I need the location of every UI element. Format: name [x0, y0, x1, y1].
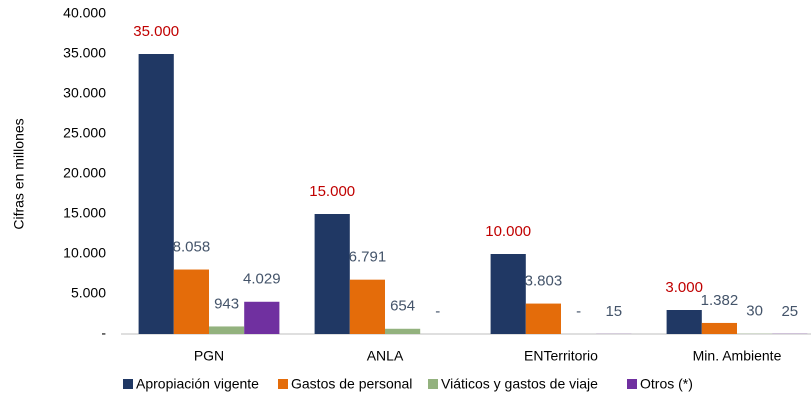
bar: [490, 254, 526, 334]
legend-label: Gastos de personal: [291, 376, 412, 392]
legend-swatch: [278, 379, 288, 389]
legend-swatch: [627, 379, 637, 389]
value-label: 6.791: [349, 249, 387, 266]
y-tick-label: 10.000: [63, 245, 106, 261]
bar: [314, 214, 350, 334]
value-label: -: [435, 303, 440, 320]
value-label: 15: [605, 303, 622, 320]
bar: [666, 310, 702, 334]
y-tick-label: 15.000: [63, 205, 106, 221]
value-label: 25: [781, 303, 798, 320]
y-tick-label: -: [101, 325, 106, 341]
value-label: 35.000: [133, 23, 179, 40]
y-tick-label: 30.000: [63, 85, 106, 101]
value-label: 654: [390, 298, 415, 315]
bar: [385, 328, 421, 334]
bar: [349, 279, 385, 334]
y-axis-title: Cifras en millones: [11, 118, 27, 229]
y-tick-label: 35.000: [63, 45, 106, 61]
value-label: 3.803: [525, 273, 563, 290]
y-tick-label: 40.000: [63, 5, 106, 21]
value-label: 15.000: [309, 183, 355, 200]
legend-label: Otros (*): [640, 376, 693, 392]
value-label: 8.058: [173, 239, 211, 256]
bar: [209, 326, 245, 334]
y-tick-label: 20.000: [63, 165, 106, 181]
x-tick-label: ANLA: [367, 348, 404, 364]
bar: [173, 269, 209, 334]
bar: [244, 301, 280, 334]
x-tick-label: ENTerritorio: [524, 348, 598, 364]
x-tick-label: Min. Ambiente: [693, 348, 782, 364]
value-label: 30: [746, 303, 763, 320]
legend-label: Viáticos y gastos de viaje: [441, 376, 598, 392]
bar: [138, 54, 174, 334]
bar: [525, 303, 561, 334]
legend-swatch: [123, 379, 133, 389]
value-label: 943: [214, 295, 239, 312]
y-tick-label: 5.000: [71, 285, 106, 301]
legend-swatch: [428, 379, 438, 389]
legend-label: Apropiación vigente: [136, 376, 259, 392]
value-label: -: [576, 303, 581, 320]
bar: [701, 322, 737, 334]
value-label: 10.000: [485, 223, 531, 240]
value-label: 4.029: [243, 271, 281, 288]
value-label: 3.000: [665, 279, 703, 296]
x-tick-label: PGN: [194, 348, 224, 364]
value-label: 1.382: [701, 292, 739, 309]
y-tick-label: 25.000: [63, 125, 106, 141]
